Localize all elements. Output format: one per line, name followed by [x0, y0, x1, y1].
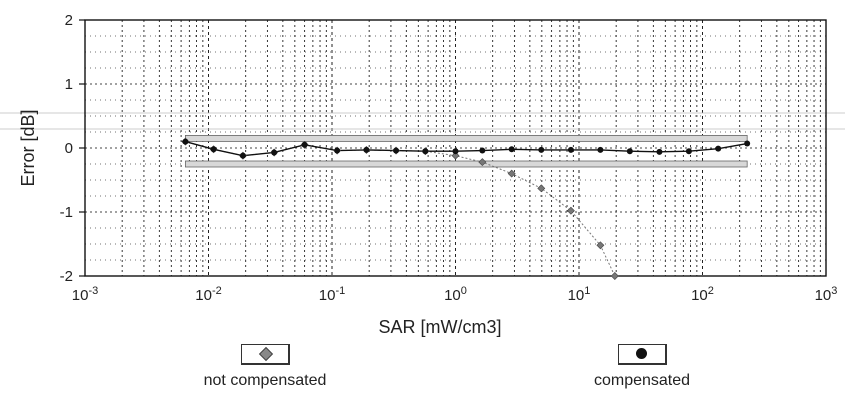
- y-tick-label: -1: [60, 204, 73, 221]
- legend-symbol-circle: [617, 344, 667, 365]
- point-compensated: [715, 145, 722, 152]
- point-compensated: [597, 146, 604, 153]
- legend-symbol-diamond: [240, 344, 290, 365]
- point-compensated: [271, 149, 278, 156]
- x-tick-label: 102: [691, 285, 714, 304]
- x-tick-label: 10-1: [319, 285, 345, 304]
- tolerance-upper: [184, 134, 748, 142]
- y-tick-label: 1: [65, 76, 73, 93]
- tick-labels: 210-1-210-3 10-2 10-1 100 101 102 103: [60, 12, 838, 304]
- y-tick-label: 2: [65, 12, 73, 29]
- x-axis-title: SAR [mW/cm3]: [378, 317, 501, 337]
- point-not-compensated: [596, 241, 605, 250]
- point-compensated: [479, 147, 486, 154]
- legend-label: compensated: [593, 372, 691, 389]
- point-compensated: [393, 147, 400, 154]
- point-not-compensated: [478, 158, 487, 167]
- point-compensated: [422, 148, 429, 155]
- point-not-compensated: [507, 169, 516, 178]
- point-not-compensated: [610, 272, 619, 280]
- x-tick-label: 100: [444, 285, 467, 304]
- point-compensated: [210, 146, 217, 153]
- legend-compensated: compensated: [562, 344, 722, 390]
- point-compensated: [685, 148, 692, 155]
- x-tick-label: 10-2: [195, 285, 221, 304]
- x-tick-label: 103: [815, 285, 838, 304]
- point-compensated: [567, 146, 574, 153]
- point-not-compensated: [451, 151, 460, 160]
- line-compensated: [185, 140, 748, 157]
- x-tick-label: 101: [568, 285, 591, 304]
- point-not-compensated: [537, 184, 546, 193]
- point-compensated: [744, 140, 751, 147]
- point-compensated: [452, 148, 459, 155]
- point-compensated: [656, 148, 663, 155]
- x-tick-label: 10-3: [72, 285, 98, 304]
- diamond-marker-icon: [258, 346, 273, 362]
- tolerance-lower: [184, 160, 748, 168]
- y-tick-label: -2: [60, 268, 73, 285]
- point-compensated: [239, 152, 246, 159]
- series-lines: [185, 140, 748, 277]
- y-tick-label: 0: [65, 140, 73, 157]
- point-compensated: [182, 138, 189, 145]
- series-points: [181, 137, 751, 280]
- point-compensated: [301, 141, 308, 148]
- point-compensated: [334, 147, 341, 154]
- legend-not-compensated: not compensated: [185, 344, 345, 390]
- plot-frame: [79, 19, 827, 277]
- y-axis-title: Error [dB]: [18, 109, 38, 186]
- point-compensated: [626, 148, 633, 155]
- point-compensated: [363, 146, 370, 153]
- point-not-compensated: [566, 206, 575, 215]
- circle-marker-icon: [635, 348, 647, 359]
- point-compensated: [538, 146, 545, 153]
- point-compensated: [508, 146, 515, 153]
- legend-label: not compensated: [203, 372, 327, 389]
